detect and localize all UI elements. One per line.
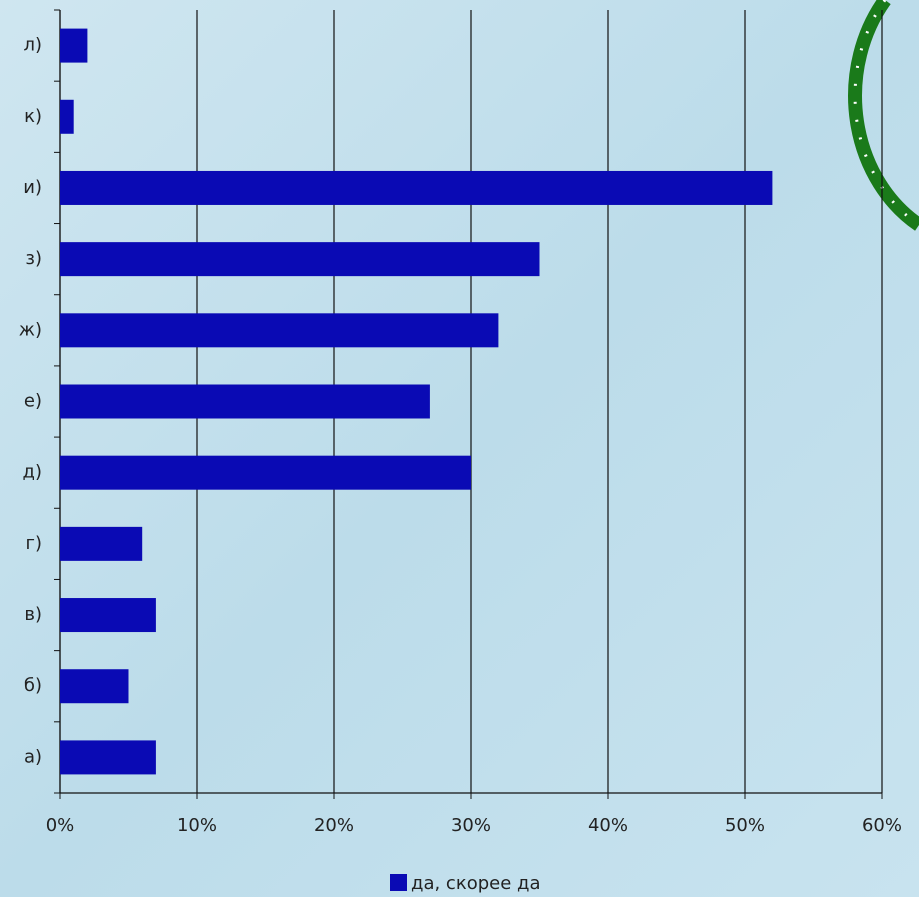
- decoration-dots: [853, 0, 919, 227]
- bar: [60, 669, 129, 704]
- bar: [60, 598, 156, 633]
- x-tick-label: 0%: [46, 815, 75, 836]
- x-tick-label: 50%: [725, 815, 765, 836]
- bar: [60, 455, 471, 490]
- y-tick-label: в): [24, 604, 42, 625]
- x-tick-label: 20%: [314, 815, 354, 836]
- x-tick-label: 40%: [588, 815, 628, 836]
- x-tick-label: 60%: [862, 815, 902, 836]
- y-tick-label: б): [24, 675, 42, 696]
- y-tick-label: л): [23, 35, 42, 56]
- plot: 0% 10% 20% 30% 40% 50% 60% а) б) в) г) д) е) ж) з) и) к)…: [19, 9, 902, 894]
- y-tick-label: г): [26, 533, 42, 554]
- bar: [60, 526, 143, 561]
- bar: [60, 99, 74, 134]
- y-tick-label: е): [24, 391, 42, 412]
- y-tick-label: д): [23, 462, 42, 483]
- y-tick-label: к): [24, 106, 42, 127]
- bar: [60, 242, 540, 277]
- bar: [60, 313, 499, 348]
- bar: [60, 740, 156, 775]
- y-tick-label: з): [25, 248, 42, 269]
- y-tick-label: и): [23, 177, 42, 198]
- y-tick-label: а): [24, 746, 42, 767]
- legend-swatch: [390, 874, 407, 891]
- bar: [60, 384, 430, 419]
- y-tick-label: ж): [19, 319, 42, 340]
- x-tick-label: 10%: [177, 815, 217, 836]
- x-tick-label: 30%: [451, 815, 491, 836]
- legend-label: да, скорее да: [411, 873, 540, 894]
- bar: [60, 28, 88, 63]
- bar: [60, 170, 773, 205]
